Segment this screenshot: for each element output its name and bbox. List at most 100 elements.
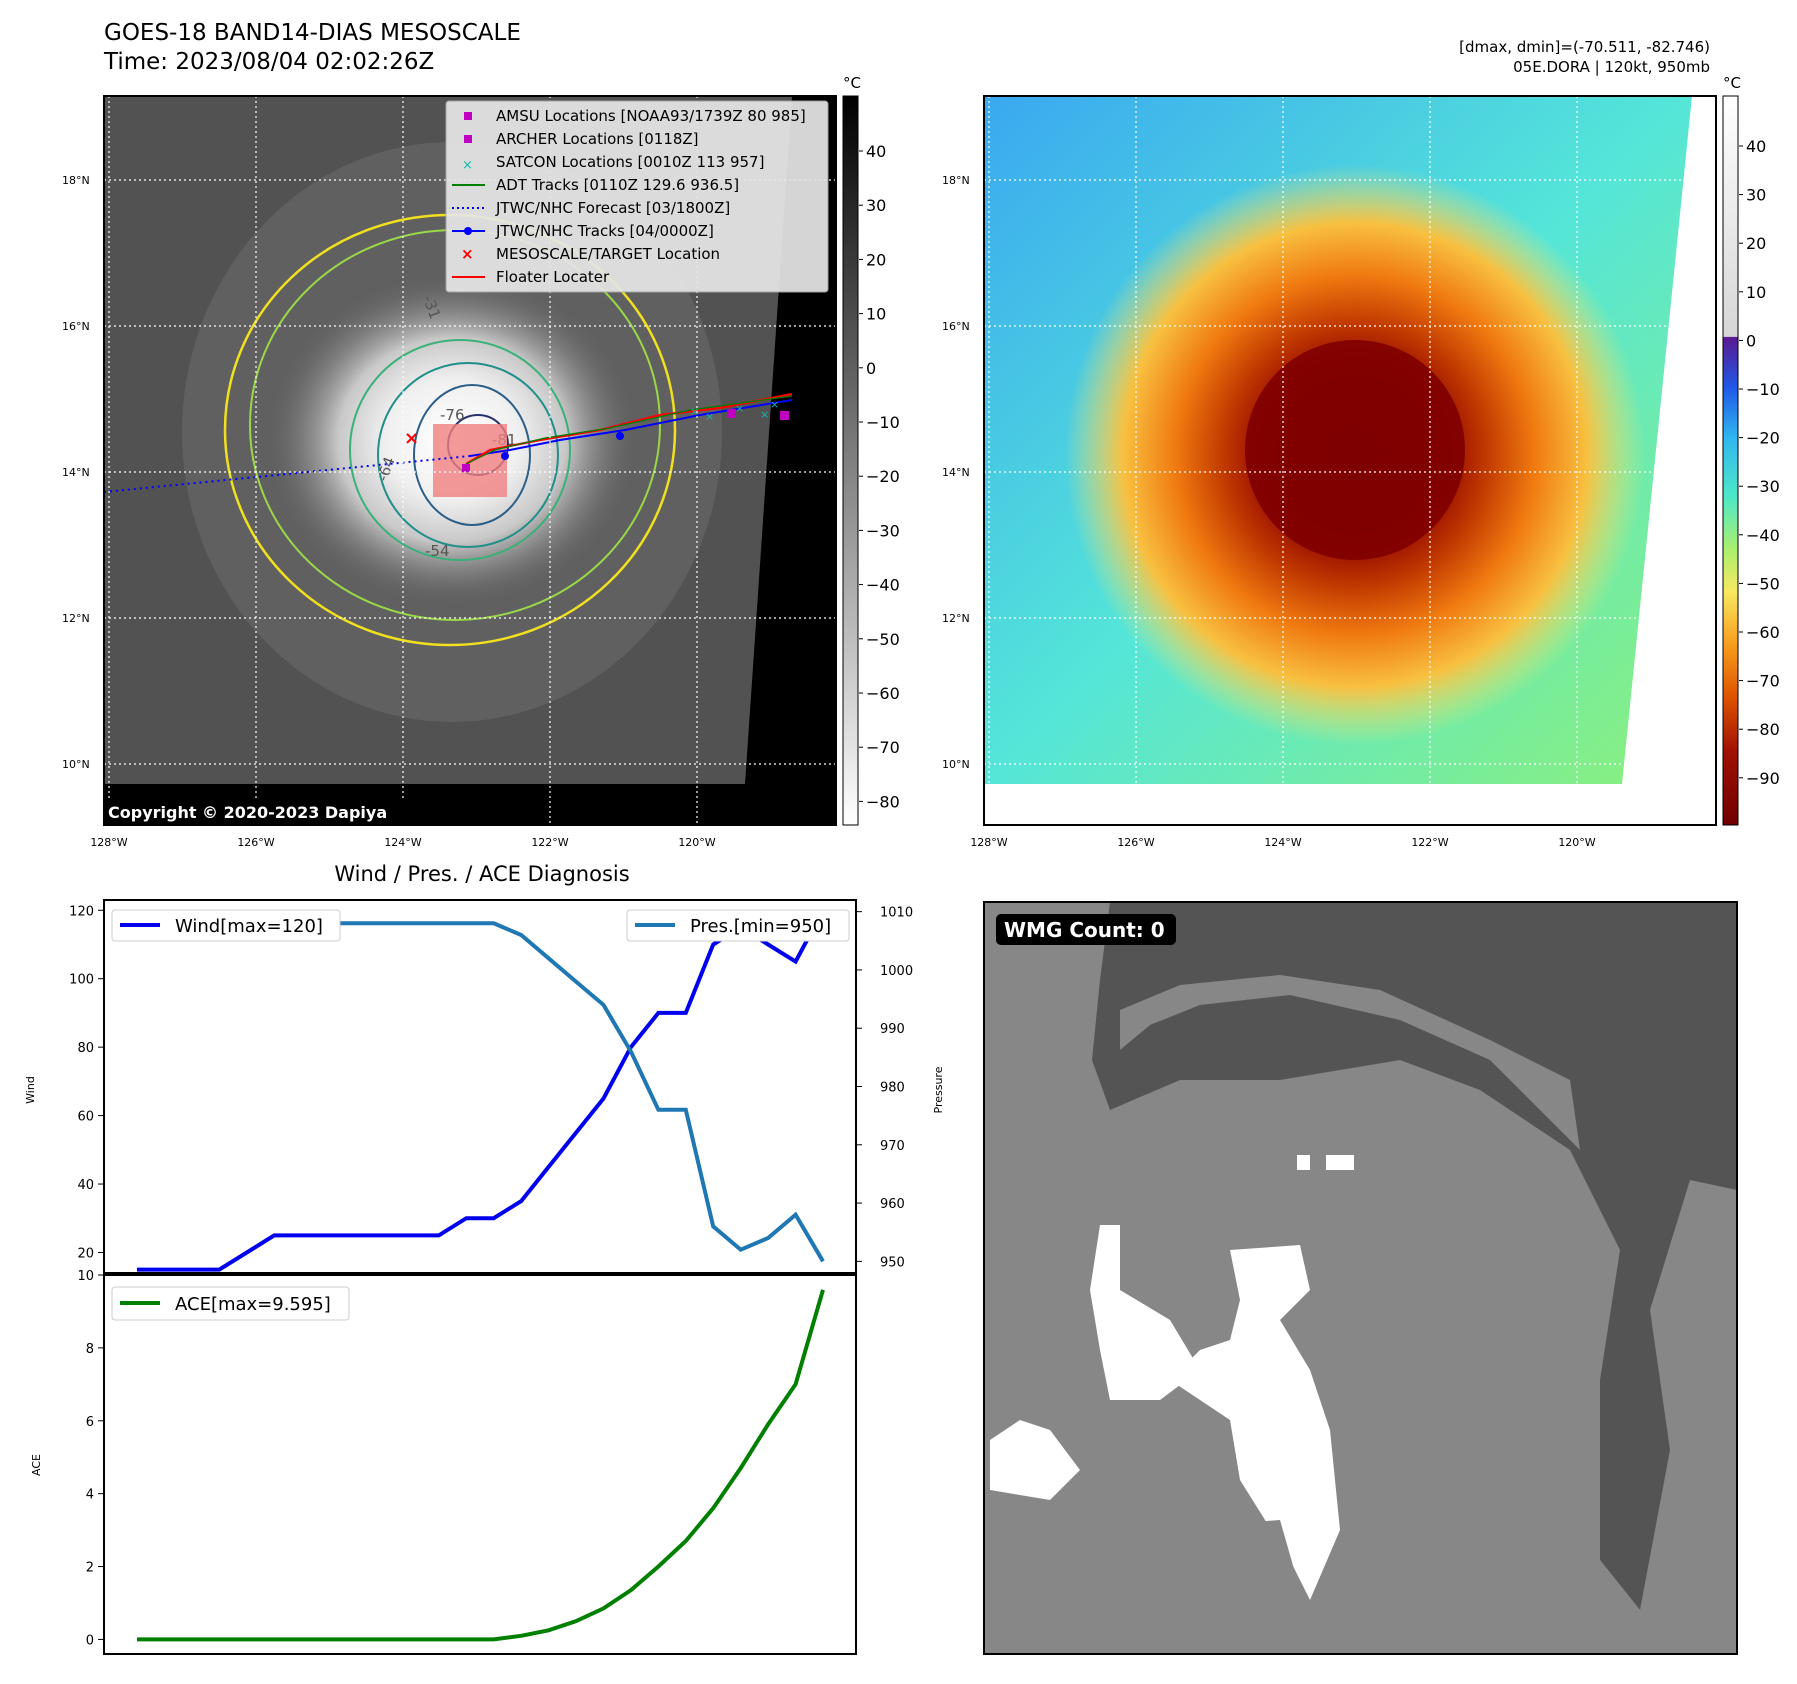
color-colorbar-tick-label: 40 bbox=[1746, 137, 1766, 156]
pressure-tick-label: 980 bbox=[880, 1081, 905, 1096]
wind-tick-label: 60 bbox=[77, 1110, 94, 1125]
svg-text:18°N: 18°N bbox=[942, 174, 970, 187]
svg-text:126°W: 126°W bbox=[237, 836, 274, 849]
ace-axis-label: ACE bbox=[30, 1454, 43, 1476]
color-colorbar-tick-label: 10 bbox=[1746, 283, 1766, 302]
wmg-count-label: WMG Count: 0 bbox=[1004, 918, 1165, 942]
contour-label: -54 bbox=[425, 542, 450, 560]
legend-marker bbox=[464, 135, 472, 143]
svg-text:120°W: 120°W bbox=[678, 836, 715, 849]
svg-text:16°N: 16°N bbox=[942, 320, 970, 333]
wind-tick-label: 40 bbox=[77, 1178, 94, 1193]
ace-tick-label: 4 bbox=[86, 1488, 94, 1503]
color-colorbar-tick-label: −70 bbox=[1746, 672, 1780, 691]
color-colorbar-tick-label: −40 bbox=[1746, 526, 1780, 545]
wmg-panel: WMG Count: 0 bbox=[983, 901, 1738, 1655]
ir-colorbar bbox=[842, 95, 859, 826]
ace-tick-label: 6 bbox=[86, 1415, 94, 1430]
svg-text:128°W: 128°W bbox=[970, 836, 1007, 849]
wmg-gray-region bbox=[1140, 1520, 1300, 1600]
color-colorbar-tick-label: −90 bbox=[1746, 769, 1780, 788]
wmg-gray-region bbox=[1120, 975, 1580, 1150]
wmg-dark-region bbox=[1092, 902, 1737, 1610]
legend-marker bbox=[464, 112, 472, 120]
pressure-tick-label: 960 bbox=[880, 1197, 905, 1212]
wind-pressure-axes bbox=[103, 899, 857, 1274]
wmg-white-region bbox=[990, 1420, 1080, 1500]
color-colorbar-ticks: 40 30 20 10 0 −10 −20 −30 −40 −50 −60 −70 −80 −90 bbox=[1739, 137, 1780, 788]
svg-text:18°N: 18°N bbox=[62, 174, 90, 187]
ace-tick-label: 0 bbox=[86, 1633, 94, 1648]
legend-label: MESOSCALE/TARGET Location bbox=[496, 245, 720, 263]
color-colorbar-tick-label: 20 bbox=[1746, 234, 1766, 253]
legend-label: JTWC/NHC Tracks [04/0000Z] bbox=[495, 222, 714, 240]
ir-colorbar-tick-label: 0 bbox=[866, 359, 876, 378]
wind-tick-label: 20 bbox=[77, 1246, 94, 1261]
legend-label: SATCON Locations [0010Z 113 957] bbox=[496, 153, 764, 171]
color-colorbar-tick-label: 0 bbox=[1746, 331, 1756, 350]
ir-colorbar-tick-label: −70 bbox=[866, 738, 900, 757]
ir-panel: -76 -81 -64 -54 -31 × ××××× Copyr bbox=[62, 74, 900, 849]
ace-tick-label: 10 bbox=[77, 1269, 94, 1284]
legend-label: Floater Locater bbox=[496, 268, 610, 286]
svg-text:124°W: 124°W bbox=[384, 836, 421, 849]
figure-time: Time: 2023/08/04 02:02:26Z bbox=[104, 49, 435, 75]
ir-colorbar-tick-label: 20 bbox=[866, 250, 886, 269]
ir-colorbar-tick-label: −30 bbox=[866, 521, 900, 540]
svg-text:×: × bbox=[760, 408, 769, 421]
ir-colorbar-tick-label: 30 bbox=[866, 196, 886, 215]
jtwc-forecast-track bbox=[103, 455, 471, 493]
svg-text:120°W: 120°W bbox=[1558, 836, 1595, 849]
archer-location-marker bbox=[727, 409, 736, 418]
adt-track bbox=[465, 395, 793, 465]
color-colorbar-tick-label: −20 bbox=[1746, 429, 1780, 448]
svg-text:×: × bbox=[705, 410, 714, 423]
ir-lon-labels: 128°W 126°W 124°W 122°W 120°W bbox=[90, 836, 715, 849]
ir-lat-labels: 18°N 16°N 14°N 12°N 10°N bbox=[62, 174, 90, 771]
ace-tick-label: 8 bbox=[86, 1342, 94, 1357]
ir-colorbar-unit: °C bbox=[843, 74, 861, 92]
ace-tick-label: 2 bbox=[86, 1561, 94, 1576]
legend-label: ADT Tracks [0110Z 129.6 936.5] bbox=[496, 176, 739, 194]
legend-marker: × bbox=[461, 245, 474, 263]
jtwc-track-point bbox=[616, 432, 624, 440]
wmg-white-region bbox=[1090, 1225, 1200, 1400]
wind-legend bbox=[111, 909, 341, 942]
ir-colorbar-tick-label: −10 bbox=[866, 413, 900, 432]
dmax-dmin-label: [dmax, dmin]=(-70.511, -82.746) bbox=[1459, 38, 1710, 56]
color-colorbar-tick-label: −60 bbox=[1746, 623, 1780, 642]
pressure-tick-label: 1000 bbox=[880, 964, 913, 979]
satcon-location-markers: × ×× ×× bbox=[690, 398, 779, 423]
pressure-tick-label: 970 bbox=[880, 1139, 905, 1154]
svg-text:128°W: 128°W bbox=[90, 836, 127, 849]
pressure-axis-label: Pressure bbox=[932, 1066, 945, 1113]
svg-text:10°N: 10°N bbox=[62, 758, 90, 771]
wind-series-line bbox=[137, 909, 825, 1272]
pressure-legend bbox=[626, 909, 850, 942]
svg-text:122°W: 122°W bbox=[1411, 836, 1448, 849]
legend-marker: × bbox=[462, 158, 473, 173]
color-colorbar-tick-label: −30 bbox=[1746, 477, 1780, 496]
ir-colorbar-tick-label: 10 bbox=[866, 305, 886, 324]
wind-tick-label: 100 bbox=[69, 973, 94, 988]
wmg-count-badge bbox=[996, 914, 1176, 945]
color-colorbar-tick-label: 30 bbox=[1746, 186, 1766, 205]
ir-colorbar-tick-label: 40 bbox=[866, 142, 886, 161]
svg-text:10°N: 10°N bbox=[942, 758, 970, 771]
ir-colorbar-tick-label: −80 bbox=[866, 792, 900, 811]
color-lat-labels: 18°N 16°N 14°N 12°N 10°N bbox=[942, 174, 970, 771]
pressure-tick-label: 1010 bbox=[880, 906, 913, 921]
copyright-label: Copyright © 2020-2023 Dapiya bbox=[108, 803, 387, 822]
svg-text:14°N: 14°N bbox=[62, 466, 90, 479]
mesoscale-target-marker: × bbox=[404, 428, 419, 449]
svg-text:14°N: 14°N bbox=[942, 466, 970, 479]
ace-legend-label: ACE[max=9.595] bbox=[175, 1294, 331, 1315]
legend-label: AMSU Locations [NOAA93/1739Z 80 985] bbox=[496, 107, 806, 125]
pressure-tick-label: 990 bbox=[880, 1022, 905, 1037]
legend-label: ARCHER Locations [0118Z] bbox=[496, 130, 699, 148]
ir-colorbar-tick-label: −60 bbox=[866, 684, 900, 703]
contour-blue bbox=[413, 384, 531, 526]
svg-text:×: × bbox=[770, 398, 779, 411]
contour-green bbox=[349, 339, 571, 561]
